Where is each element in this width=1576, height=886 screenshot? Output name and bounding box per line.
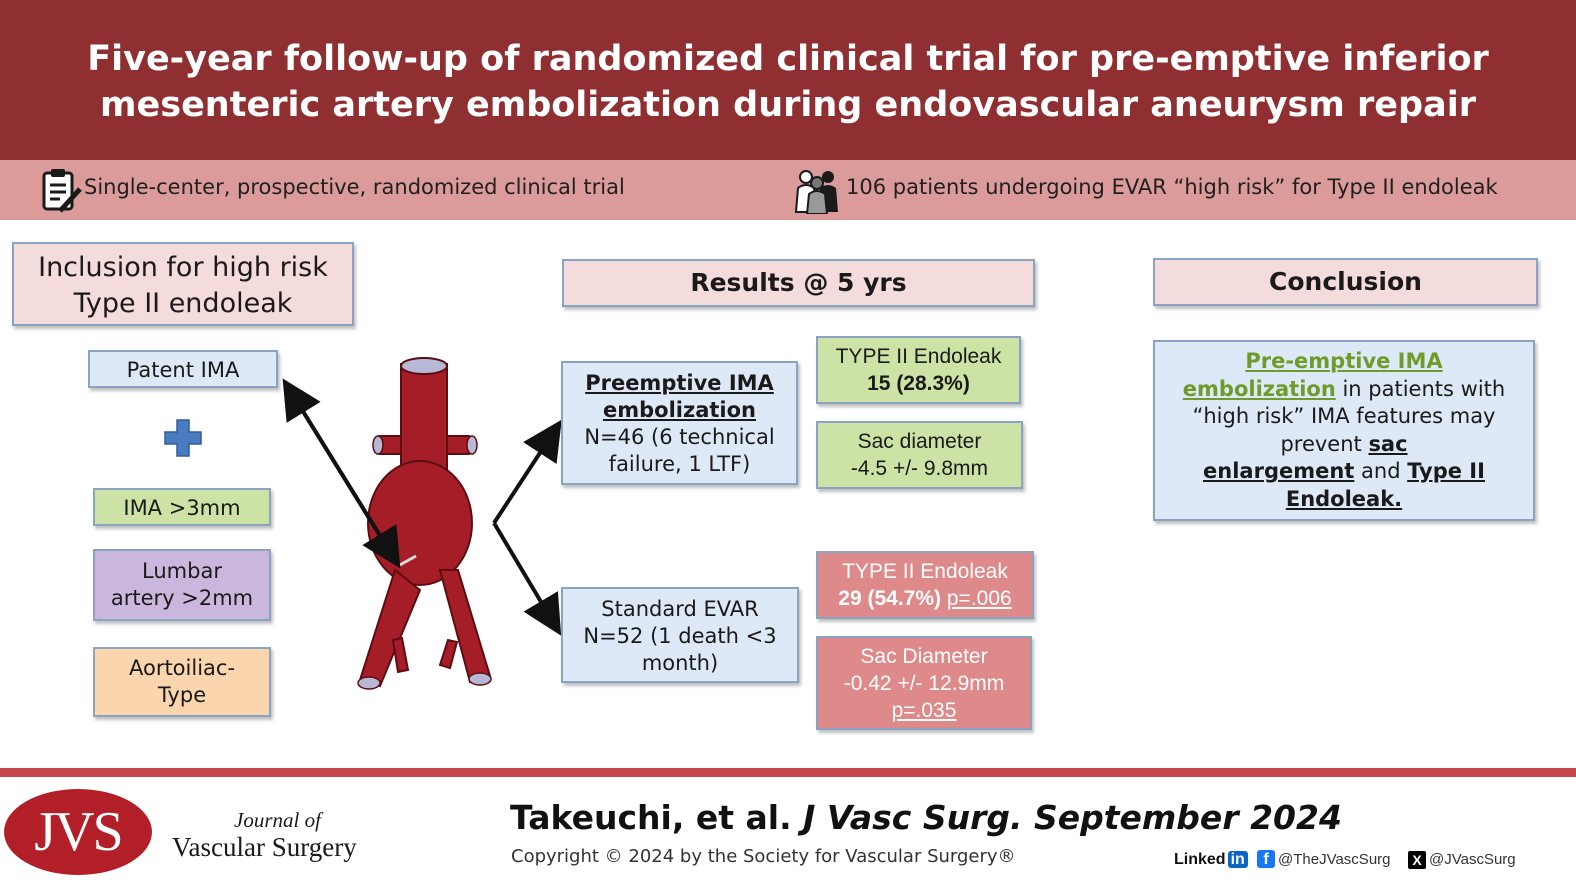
lumbar-artery-box: Lumbar artery >2mm: [93, 549, 271, 621]
plus-icon: [164, 419, 202, 457]
page-title: Five-year follow-up of randomized clinic…: [20, 36, 1556, 128]
preemptive-title-1: Preemptive IMA: [585, 371, 774, 395]
arrow-to-preemptive: [492, 419, 562, 525]
citation: Takeuchi, et al. J Vasc Surg. September …: [510, 798, 1342, 837]
conclusion-box: Pre-emptive IMA embolization in patients…: [1153, 340, 1535, 521]
study-design-text: Single-center, prospective, randomized c…: [84, 175, 625, 199]
patients-group-icon: [794, 170, 838, 214]
conclusion-header: Conclusion: [1153, 258, 1538, 306]
patent-ima-box: Patent IMA: [88, 350, 278, 388]
copyright-text: Copyright © 2024 by the Society for Vasc…: [511, 846, 1016, 867]
jvs-logo: JVS: [4, 789, 152, 875]
facebook-handle[interactable]: @TheJVascSurg: [1278, 851, 1391, 868]
standard-arm-box: Standard EVAR N=52 (1 death <3 month): [561, 587, 799, 683]
results-header: Results @ 5 yrs: [562, 259, 1035, 307]
footer-divider: [0, 768, 1576, 777]
pre-sac-diameter-box: Sac diameter -4.5 +/- 9.8mm: [816, 421, 1023, 489]
aorta-illustration: [282, 357, 562, 690]
std-sac-diameter-box: Sac Diameter -0.42 +/- 12.9mm p=.035: [816, 636, 1032, 730]
std-endoleak-box: TYPE II Endoleak 29 (54.7%) p=.006: [816, 551, 1034, 619]
aorta-top-opening: [400, 357, 448, 375]
title-line-2: mesenteric artery embolization during en…: [100, 85, 1476, 125]
ima-size-box: IMA >3mm: [93, 488, 271, 526]
aortoiliac-type-box: Aortoiliac- Type: [93, 647, 271, 717]
std-endoleak-p-value: p=.006: [946, 587, 1012, 610]
clipboard-icon: [42, 169, 82, 213]
x-icon: X: [1408, 851, 1426, 869]
preemptive-title-2: embolization: [603, 398, 756, 422]
patients-text: 106 patients undergoing EVAR “high risk”…: [846, 175, 1498, 199]
title-line-1: Five-year follow-up of randomized clinic…: [87, 39, 1489, 79]
study-info-band: [0, 160, 1576, 220]
std-sac-p-value: p=.035: [891, 699, 957, 722]
facebook-icon: f: [1257, 850, 1275, 868]
linkedin-icon: in: [1227, 851, 1248, 868]
inclusion-header: Inclusion for high risk Type II endoleak: [12, 242, 354, 326]
journal-name: Journal of Vascular Surgery: [172, 808, 357, 862]
title-banner: [0, 0, 1576, 160]
arrow-to-standard: [492, 521, 562, 636]
linkedin-link[interactable]: Linked in: [1174, 851, 1248, 869]
pre-endoleak-box: TYPE II Endoleak 15 (28.3%): [816, 336, 1021, 404]
preemptive-arm-box: Preemptive IMA embolization N=46 (6 tech…: [561, 361, 798, 485]
x-handle[interactable]: @JVascSurg: [1429, 851, 1516, 868]
